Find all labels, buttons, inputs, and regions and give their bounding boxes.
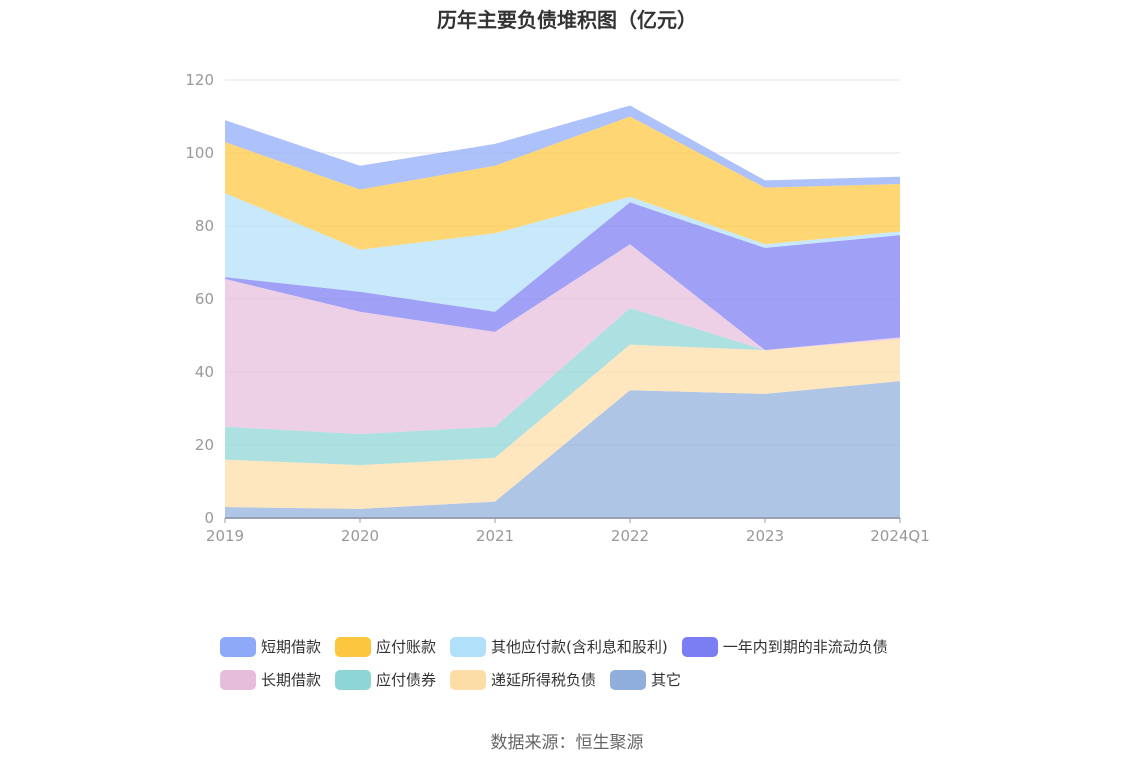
legend-row: 长期借款 应付债券 递延所得税负债 其它 bbox=[220, 663, 940, 696]
legend-swatch bbox=[220, 636, 256, 657]
legend-swatch bbox=[220, 669, 256, 690]
x-tick-label: 2024Q1 bbox=[870, 527, 930, 545]
legend-swatch bbox=[335, 636, 372, 657]
legend-item[interactable]: 其它 bbox=[610, 669, 681, 690]
legend-swatch bbox=[335, 669, 372, 690]
area-series-5 bbox=[225, 193, 900, 312]
y-tick-label: 0 bbox=[204, 509, 214, 527]
chart-title: 历年主要负债堆积图（亿元） bbox=[437, 8, 697, 32]
legend-item[interactable]: 长期借款 bbox=[220, 669, 321, 690]
x-tick-label: 2022 bbox=[611, 527, 649, 545]
legend-label: 应付债券 bbox=[376, 671, 437, 689]
y-tick-label: 120 bbox=[185, 71, 214, 89]
legend-swatch bbox=[681, 636, 718, 657]
data-source: 数据来源：恒生聚源 bbox=[490, 733, 644, 753]
area-series-4 bbox=[225, 202, 900, 351]
legend-item[interactable]: 其他应付款(含利息和股利) bbox=[450, 636, 668, 657]
area-series-0 bbox=[225, 381, 900, 518]
legend-swatch bbox=[450, 636, 487, 657]
area-series-7 bbox=[225, 105, 900, 190]
legend-label: 其他应付款(含利息和股利) bbox=[491, 638, 668, 656]
x-tick-label: 2019 bbox=[206, 527, 244, 545]
legend-item[interactable]: 递延所得税负债 bbox=[450, 669, 596, 690]
legend-item[interactable]: 应付账款 bbox=[335, 636, 436, 657]
legend-label: 其它 bbox=[651, 671, 682, 689]
legend-label: 短期借款 bbox=[261, 638, 322, 656]
legend-label: 一年内到期的非流动负债 bbox=[722, 638, 888, 656]
area-series-3 bbox=[225, 244, 900, 435]
area-series-1 bbox=[225, 339, 900, 509]
y-tick-label: 60 bbox=[195, 290, 214, 308]
x-tick-label: 2023 bbox=[746, 527, 784, 545]
legend-swatch bbox=[610, 669, 647, 690]
y-tick-label: 20 bbox=[195, 436, 214, 454]
legend-item[interactable]: 一年内到期的非流动负债 bbox=[681, 636, 888, 657]
x-tick-label: 2021 bbox=[476, 527, 514, 545]
area-series-2 bbox=[225, 308, 900, 466]
x-tick-label: 2020 bbox=[341, 527, 379, 545]
legend-swatch bbox=[450, 669, 487, 690]
legend-item[interactable]: 应付债券 bbox=[335, 669, 436, 690]
legend-label: 长期借款 bbox=[261, 671, 322, 689]
area-series bbox=[225, 105, 900, 518]
legend-item[interactable]: 短期借款 bbox=[220, 636, 321, 657]
y-tick-label: 40 bbox=[195, 363, 214, 381]
legend-label: 应付账款 bbox=[376, 638, 437, 656]
stacked-area-chart: 0 20 40 60 80 100 120 2019 2020 2021 2022 2023 2024Q… bbox=[185, 71, 929, 545]
area-series-6 bbox=[225, 116, 900, 250]
legend-row: 短期借款 应付账款 其他应付款(含利息和股利) 一年内到期的非流动负债 bbox=[220, 630, 940, 663]
legend-label: 递延所得税负债 bbox=[491, 671, 597, 689]
y-tick-label: 100 bbox=[185, 144, 214, 162]
legend: 短期借款 应付账款 其他应付款(含利息和股利) 一年内到期的非流动负债 长期借款 应付债… bbox=[220, 630, 940, 696]
y-tick-label: 80 bbox=[195, 217, 214, 235]
axes: 0 20 40 60 80 100 120 2019 2020 2021 2022 2023 2024Q… bbox=[185, 71, 929, 545]
